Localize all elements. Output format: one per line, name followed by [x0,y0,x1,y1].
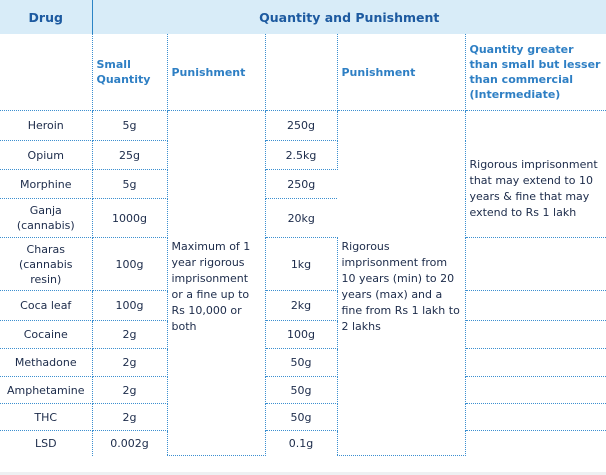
table-row: Amphetamine 2g 50g [0,376,606,404]
header-drug: Drug [0,0,93,34]
drug-name: Methadone [0,348,93,377]
drug-name: Morphine [0,169,93,199]
intermediate-punishment-text: Rigorous imprisonment that may extend to… [469,157,598,219]
intermediate-empty [465,237,606,291]
commercial-quantity: 50g [265,348,338,377]
drug-name: Ganja (cannabis) [0,198,93,238]
commercial-punishment: Rigorous imprisonment from 10 years (min… [337,110,466,456]
drug-name: Heroin [0,110,93,141]
small-punishment: Maximum of 1 year rigorous imprisonment … [167,110,266,456]
commercial-quantity: 20kg [265,198,337,238]
commercial-quantity: 250g [265,169,337,199]
small-punishment-text: Maximum of 1 year rigorous imprisonment … [171,240,251,333]
table-row: THC 2g 50g [0,403,606,431]
table-row: Ganja (cannabis) 1000g 20kg [0,198,606,238]
drug-punishment-table: Drug Quantity and Punishment Small Quant… [0,0,606,456]
small-quantity: 5g [92,169,168,199]
small-quantity: 2g [92,348,168,377]
intermediate-empty [465,431,606,456]
small-quantity: 25g [92,140,168,170]
commercial-quantity: 2.5kg [265,140,338,170]
small-quantity: 100g [92,237,168,291]
drug-name: Charas (cannabis resin) [0,237,93,291]
table-row: Heroin 5g Maximum of 1 year rigorous imp… [0,110,606,456]
commercial-quantity: 250g [265,110,338,141]
table-row: LSD 0.002g 0.1g [0,430,606,456]
commercial-quantity: 0.1g [265,430,338,456]
commercial-quantity: 50g [265,376,338,404]
subheader-punishment-small: Punishment [167,34,266,111]
commercial-quantity: 50g [265,403,338,431]
drug-name: Amphetamine [0,376,93,404]
small-quantity: 0.002g [92,430,168,456]
drug-name: Cocaine [0,320,93,349]
small-quantity: 2g [92,403,168,431]
small-quantity: 2g [92,320,168,349]
intermediate-empty [465,376,606,404]
drug-name: Opium [0,140,93,170]
subheader-commercial-empty [265,34,338,111]
intermediate-empty-top [465,111,606,141]
intermediate-punishment: Rigorous imprisonment that may extend to… [465,140,606,238]
intermediate-empty [465,348,606,377]
table-row: Charas (cannabis resin) 100g 1kg [0,237,606,291]
small-quantity: 5g [92,110,168,141]
subheader-punishment-commercial: Punishment [337,34,466,111]
drug-name: THC [0,403,93,431]
header-quantity-and-punishment: Quantity and Punishment [92,0,606,34]
commercial-punishment-text: Rigorous imprisonment from 10 years (min… [341,240,460,333]
bottom-divider [0,472,606,475]
subheader-small-quantity: Small Quantity [92,34,168,111]
commercial-quantity: 1kg [265,237,338,291]
small-quantity: 2g [92,376,168,404]
table-row: Methadone 2g 50g [0,348,606,377]
table-row: Morphine 5g 250g [0,169,606,199]
intermediate-empty [465,290,606,321]
intermediate-empty [465,403,606,431]
small-quantity: 100g [92,290,168,321]
table-row: Coca leaf 100g 2kg [0,290,606,321]
subheader-row: Small Quantity Punishment Punishment Qua… [0,34,606,111]
intermediate-empty [465,320,606,349]
commercial-quantity: 2kg [265,290,338,321]
subheader-empty [0,34,93,111]
drug-name: Coca leaf [0,290,93,321]
drug-name: LSD [0,430,93,456]
small-quantity: 1000g [92,198,168,238]
subheader-intermediate: Quantity greater than small but lesser t… [465,34,606,111]
commercial-quantity: 100g [265,320,338,349]
table-row: Cocaine 2g 100g [0,320,606,349]
table-row: Opium 25g 2.5kg Rigorous imprisonment th… [0,140,606,238]
